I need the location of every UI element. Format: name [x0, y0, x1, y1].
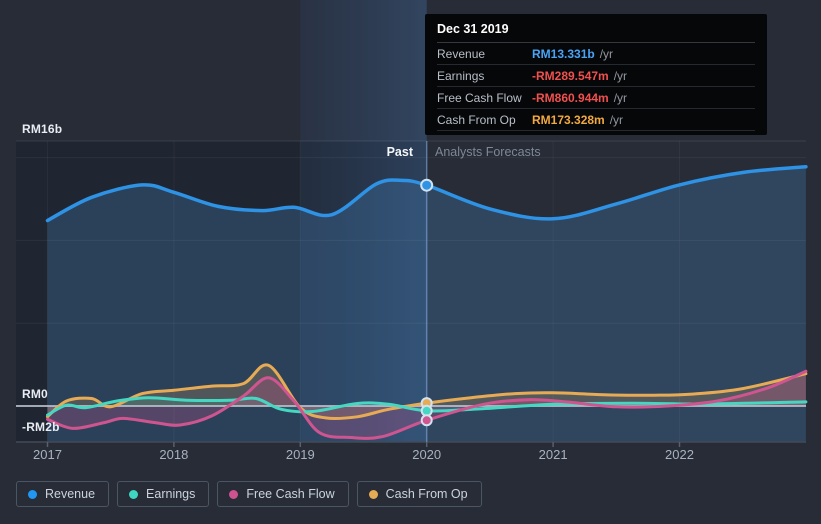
- x-axis-label: 2019: [285, 447, 315, 462]
- x-axis-label: 2018: [159, 447, 189, 462]
- tooltip-row: Cash From Op RM173.328m/yr: [437, 109, 755, 131]
- marker-free-cash-flow: [420, 414, 433, 427]
- chart-plot-area[interactable]: [0, 0, 821, 470]
- tooltip-row-value: -RM289.547m: [532, 69, 609, 83]
- x-axis-label: 2017: [33, 447, 62, 462]
- legend-label: Earnings: [146, 487, 196, 501]
- x-axis-label: 2022: [665, 447, 694, 462]
- tooltip-date: Dec 31 2019: [437, 22, 755, 43]
- legend-label: Cash From Op: [385, 487, 468, 501]
- legend-item-revenue[interactable]: Revenue: [16, 481, 110, 507]
- tooltip-row: Earnings -RM289.547m/yr: [437, 65, 755, 87]
- legend-dot-icon: [229, 489, 239, 499]
- y-axis-label: RM16b: [22, 122, 63, 136]
- hover-tooltip: Dec 31 2019 Revenue RM13.331b/yr Earnings -…: [425, 14, 767, 135]
- legend-item-cash-from-op[interactable]: Cash From Op: [356, 481, 482, 507]
- chart-legend: Revenue Earnings Free Cash Flow Cash From O…: [16, 481, 482, 507]
- y-axis-label: RM0: [22, 387, 48, 401]
- legend-dot-icon: [28, 489, 37, 499]
- legend-label: Revenue: [45, 487, 96, 501]
- legend-label: Free Cash Flow: [246, 487, 335, 501]
- x-axis-label: 2021: [538, 447, 568, 462]
- tooltip-row-value: RM173.328m: [532, 113, 605, 127]
- tooltip-row-unit: /yr: [599, 47, 614, 61]
- x-axis-label: 2020: [412, 447, 442, 462]
- tooltip-row-label: Revenue: [437, 47, 486, 61]
- line-free-cash-flow: [46, 369, 808, 440]
- legend-dot-icon: [368, 489, 378, 499]
- tooltip-row: Free Cash Flow -RM860.944m/yr: [437, 87, 755, 109]
- tooltip-row-unit: /yr: [613, 91, 628, 105]
- legend-dot-icon: [129, 489, 139, 499]
- legend-item-earnings[interactable]: Earnings: [117, 481, 210, 507]
- y-axis-label: -RM2b: [22, 420, 60, 435]
- tooltip-row-label: Cash From Op: [437, 113, 516, 127]
- tooltip-row-unit: /yr: [613, 69, 628, 83]
- tooltip-row-label: Free Cash Flow: [437, 91, 522, 105]
- tooltip-row-value: -RM860.944m: [532, 91, 609, 105]
- analysts-forecasts-label: Analysts Forecasts: [435, 145, 541, 159]
- tooltip-row-label: Earnings: [437, 69, 485, 83]
- legend-item-free-cash-flow[interactable]: Free Cash Flow: [217, 481, 349, 507]
- marker-revenue: [420, 178, 434, 192]
- highlight-band: [300, 0, 427, 442]
- tooltip-row: Revenue RM13.331b/yr: [437, 43, 755, 65]
- past-label: Past: [386, 145, 413, 159]
- tooltip-row-unit: /yr: [609, 113, 624, 127]
- line-revenue: [45, 164, 808, 223]
- tooltip-row-value: RM13.331b: [532, 47, 595, 61]
